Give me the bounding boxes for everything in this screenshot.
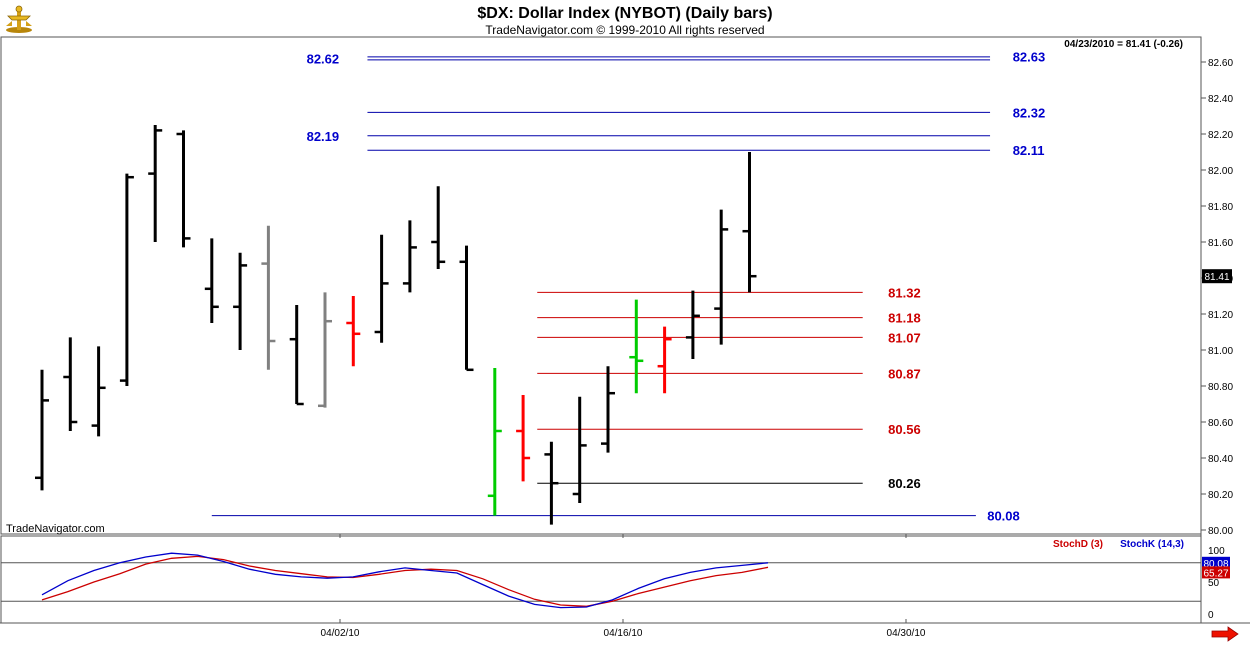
price-axis-label: 81.20: [1208, 310, 1233, 321]
level-label: 81.32: [888, 285, 921, 300]
scroll-right-arrow-icon[interactable]: [1211, 626, 1239, 642]
price-axis-label: 80.60: [1208, 418, 1233, 429]
watermark-text: TradeNavigator.com: [6, 523, 105, 535]
level-lines: 82.62 82.63 82.32 82.19 82.11 81.32 81.18 81.07…: [211, 50, 1046, 524]
quote-readout: 04/23/2010 = 81.41 (-0.26): [1064, 39, 1183, 50]
last-price-box: [1202, 269, 1232, 284]
price-axis-label: 82.60: [1208, 58, 1233, 69]
price-axis-label: 81.60: [1208, 238, 1233, 249]
ohlc-bar: [261, 225, 276, 370]
date-axis-label: 04/30/10: [887, 628, 926, 639]
ohlc-bar: [516, 395, 531, 482]
date-axis: 04/02/10 04/16/10 04/30/10: [321, 534, 926, 639]
price-axis-label: 80.40: [1208, 454, 1233, 465]
ohlc-bar: [289, 305, 304, 406]
ohlc-bar: [318, 292, 332, 408]
ohlc-bar: [459, 245, 474, 372]
ohlc-bar: [402, 220, 417, 293]
ohlc-bar: [204, 238, 219, 323]
ohlc-bar: [657, 326, 672, 394]
ohlc-bar: [544, 441, 559, 525]
ohlc-bar: [374, 234, 389, 343]
price-axis-label: 80.80: [1208, 382, 1233, 393]
price-axis-label: 82.20: [1208, 130, 1233, 141]
date-axis-label: 04/16/10: [604, 628, 643, 639]
price-axis-label: 80.00: [1208, 526, 1233, 537]
trade-navigator-logo-icon: [6, 5, 32, 33]
ohlc-bar: [176, 130, 191, 248]
level-label: 82.11: [1013, 143, 1045, 158]
last-price-marker: 81.41: [1202, 269, 1232, 284]
ohlc-bar: [572, 396, 587, 503]
price-axis-label: 82.40: [1208, 94, 1233, 105]
chart-title: $DX: Dollar Index (NYBOT) (Daily bars): [477, 5, 772, 22]
price-axis-label: 81.00: [1208, 346, 1233, 357]
ohlc-bar: [629, 299, 644, 394]
ohlc-bar: [91, 346, 106, 437]
ohlc-bar: [742, 152, 757, 293]
price-axis-label: 80.20: [1208, 490, 1233, 501]
stoch-legend-label: StochD (3): [1053, 539, 1103, 550]
ohlc-bar: [601, 366, 615, 453]
ohlc-bar: [685, 290, 700, 359]
level-label: 82.19: [307, 129, 340, 144]
date-axis-label: 04/02/10: [321, 628, 360, 639]
ohlc-bar: [35, 369, 49, 491]
stoch-axis-label: 50: [1208, 578, 1220, 589]
stoch-last-value-label: 80.08: [1203, 559, 1228, 570]
stoch-last-value-box: [1202, 566, 1230, 579]
last-price-label: 81.41: [1204, 272, 1229, 283]
ohlc-bar: [148, 125, 163, 242]
stoch-legend-label: StochK (14,3): [1120, 539, 1184, 550]
price-bars: [35, 125, 757, 525]
level-label: 81.18: [888, 311, 921, 326]
price-axis-label: 82.00: [1208, 166, 1233, 177]
ohlc-bar: [714, 209, 729, 345]
stoch-last-value-box: [1202, 556, 1230, 569]
ohlc-bar: [63, 337, 78, 431]
level-label: 80.26: [888, 476, 921, 491]
level-label: 80.56: [888, 422, 921, 437]
ohlc-bar: [119, 173, 134, 386]
price-axis-label: 81.80: [1208, 202, 1233, 213]
stoch-last-value-label: 65.27: [1203, 568, 1228, 579]
stoch-axis-label: 0: [1208, 610, 1214, 621]
stoch-series-line: [41, 555, 769, 607]
chart-subtitle: TradeNavigator.com © 1999-2010 All right…: [485, 23, 764, 37]
ohlc-bar: [431, 186, 446, 269]
level-label: 82.32: [1013, 105, 1046, 120]
stoch-series-line: [41, 552, 769, 609]
stoch-axis-label: 100: [1208, 546, 1225, 557]
level-label: 81.07: [888, 330, 921, 345]
level-label: 82.62: [307, 51, 340, 66]
ohlc-bar: [346, 296, 361, 367]
ohlc-bar: [233, 252, 248, 350]
level-label: 80.08: [987, 509, 1020, 524]
level-label: 80.87: [888, 366, 921, 381]
ohlc-bar: [487, 368, 502, 516]
level-label: 82.63: [1013, 50, 1046, 65]
